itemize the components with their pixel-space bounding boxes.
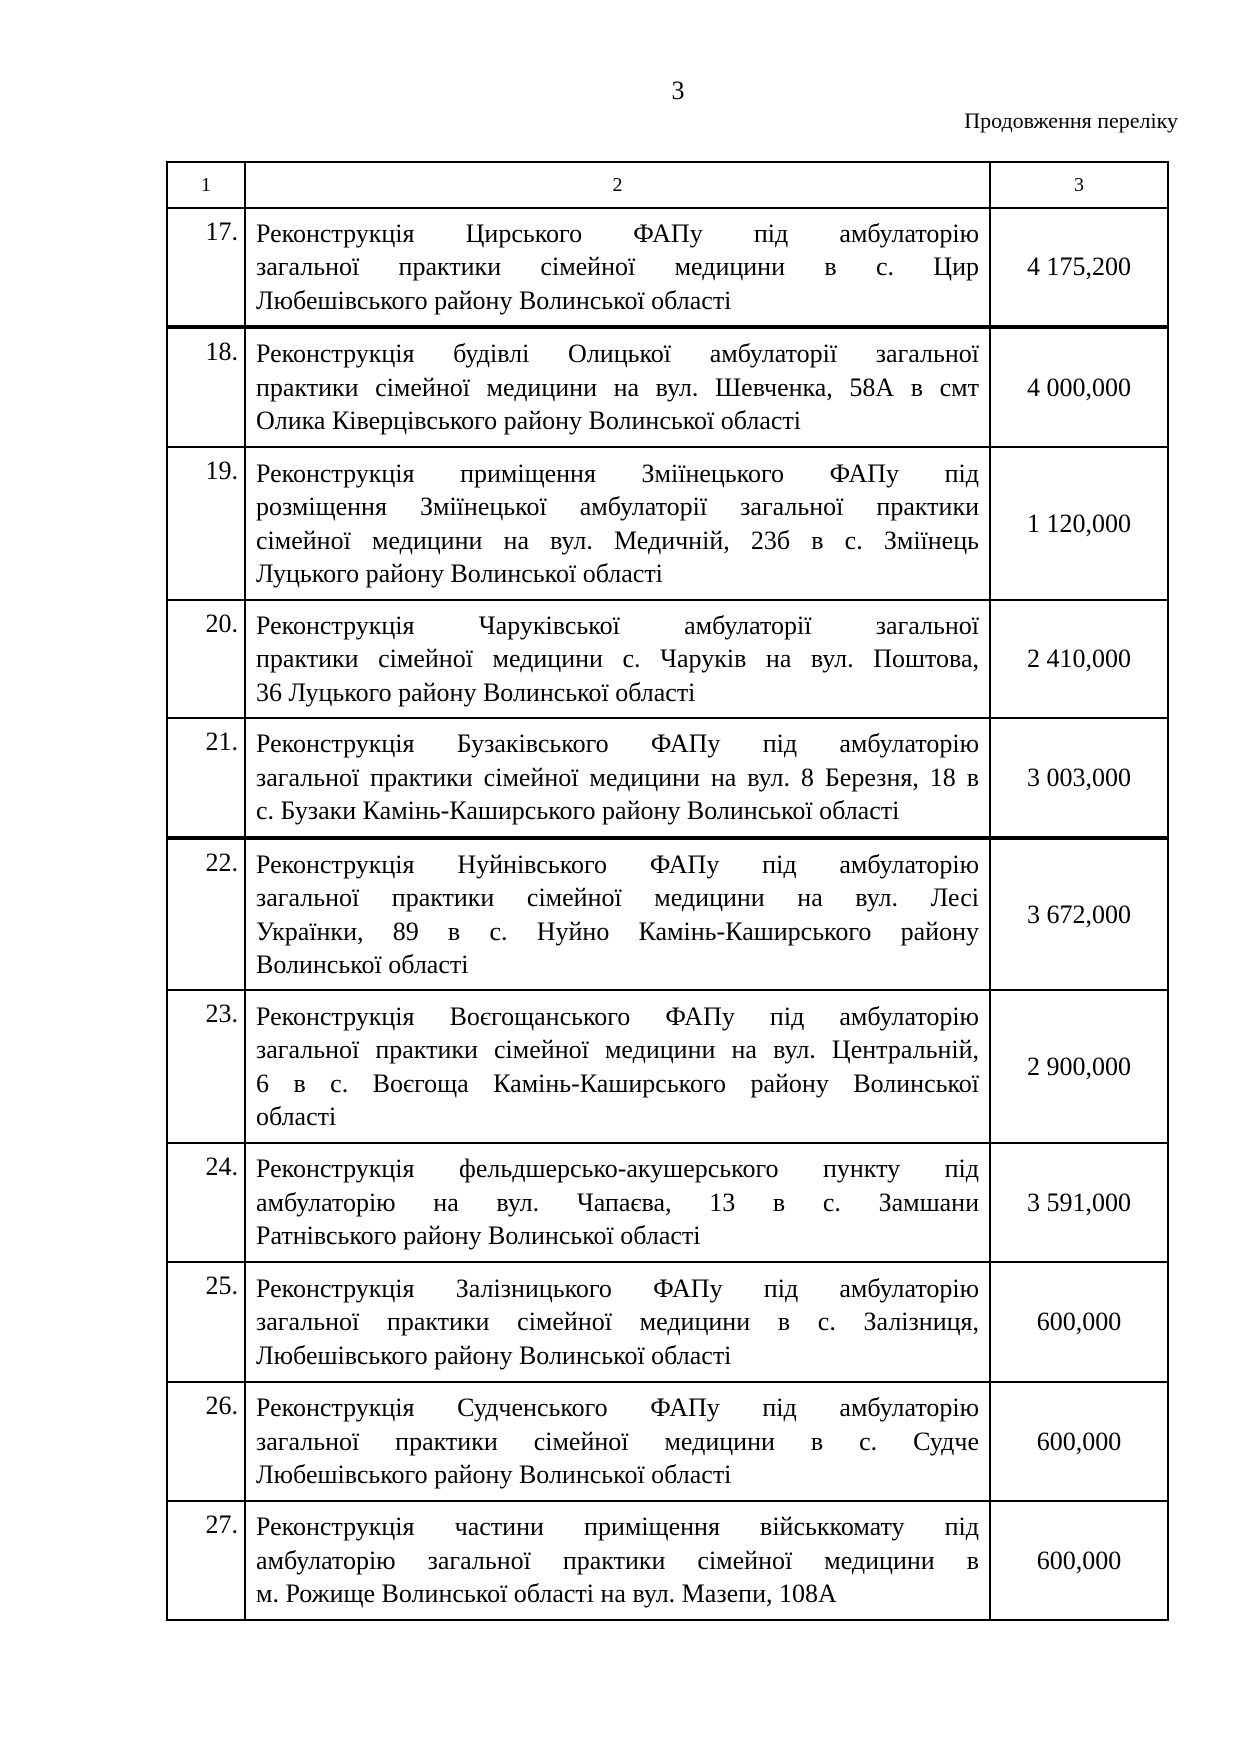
description-line: Луцького району Волинської області [256, 559, 663, 588]
table-row: 25. Реконструкція Залізницького ФАПу під … [166, 1261, 1169, 1383]
row-number: 24. [166, 1142, 246, 1263]
project-list-table: 1 2 3 17. Реконструкція Цирського ФАПу пі… [166, 161, 1169, 1621]
description-line: практики сімейної медицини на вул. Шевче… [256, 372, 979, 402]
row-number: 22. [166, 837, 246, 991]
row-number: 20. [166, 599, 246, 719]
row-description: Реконструкція Бузаківського ФАПу під амб… [244, 717, 991, 840]
row-description: Реконструкція Цирського ФАПу під амбулат… [244, 207, 991, 329]
row-description: Реконструкція Залізницького ФАПу під амб… [244, 1261, 991, 1383]
description-line: Волинської області [256, 950, 469, 979]
row-number: 17. [166, 207, 246, 329]
row-number: 26. [166, 1381, 246, 1502]
description-line: м. Рожище Волинської області на вул. Маз… [256, 1579, 837, 1609]
description-line: загальної практики сімейної медицини в с… [256, 1426, 979, 1456]
header-col-1: 1 [166, 161, 246, 209]
row-amount: 2 900,000 [989, 989, 1169, 1144]
header-col-3: 3 [989, 161, 1169, 209]
row-amount: 600,000 [989, 1500, 1169, 1621]
table-row: 24. Реконструкція фельдшерсько-акушерсько… [166, 1142, 1169, 1263]
row-amount: 1 120,000 [989, 446, 1169, 601]
description-line: Реконструкція частини приміщення військк… [256, 1512, 979, 1542]
row-number: 21. [166, 717, 246, 840]
description-line: Реконструкція Залізницького ФАПу під амб… [256, 1273, 979, 1303]
table-row: 20. Реконструкція Чаруківської амбулаторі… [166, 599, 1169, 719]
row-amount: 4 000,000 [989, 326, 1169, 448]
description-line: розміщення Зміїнецької амбулаторії загал… [256, 492, 979, 521]
table-row: 18. Реконструкція будівлі Олицької амбула… [166, 326, 1169, 448]
table-row: 19. Реконструкція приміщення Зміїнецького… [166, 446, 1169, 601]
description-line: Реконструкція Бузаківського ФАПу під амб… [256, 729, 979, 759]
description-line: Українки, 89 в с. Нуйно Камінь-Каширсько… [256, 916, 979, 946]
description-line: 36 Луцького району Волинської області [256, 677, 696, 707]
description-line: Олика Ківерцівського району Волинської о… [256, 406, 801, 436]
table-row: 23. Реконструкція Воєгощанського ФАПу під… [166, 989, 1169, 1144]
table-row: 21. Реконструкція Бузаківського ФАПу під … [166, 717, 1169, 840]
row-amount: 4 175,200 [989, 207, 1169, 329]
row-description: Реконструкція фельдшерсько-акушерського … [244, 1142, 991, 1263]
description-line: Реконструкція приміщення Зміїнецького ФА… [256, 458, 979, 488]
row-description: Реконструкція Судченського ФАПу під амбу… [244, 1381, 991, 1502]
row-description: Реконструкція Воєгощанського ФАПу під ам… [244, 989, 991, 1144]
description-line: Любешівського району Волинської області [256, 1460, 732, 1490]
row-description: Реконструкція частини приміщення військк… [244, 1500, 991, 1621]
header-row: 1 2 3 [166, 161, 1169, 209]
row-description: Реконструкція приміщення Зміїнецького ФА… [244, 446, 991, 601]
table-row: 22. Реконструкція Нуйнівського ФАПу під а… [166, 837, 1169, 991]
description-line: загальної практики сімейної медицини на … [256, 1035, 979, 1064]
row-number: 23. [166, 989, 246, 1144]
row-amount: 3 672,000 [989, 837, 1169, 991]
description-line: сімейної медицини на вул. Медичній, 23б … [256, 525, 979, 555]
row-description: Реконструкція Чаруківської амбулаторії з… [244, 599, 991, 719]
description-line: Любешівського району Волинської області [256, 1340, 732, 1370]
description-line: Реконструкція Нуйнівського ФАПу під амбу… [256, 849, 979, 879]
description-line: амбулаторію загальної практики сімейної … [256, 1545, 979, 1575]
description-line: Реконструкція Цирського ФАПу під амбулат… [256, 218, 979, 248]
row-amount: 3 591,000 [989, 1142, 1169, 1263]
description-line: загальної практики сімейної медицини в с… [256, 1307, 979, 1337]
description-line: Любешівського району Волинської області [256, 285, 732, 315]
description-line: загальної практики сімейної медицини на … [256, 762, 979, 792]
description-line: 6 в с. Воєгоща Камінь-Каширського району… [256, 1068, 979, 1098]
row-amount: 3 003,000 [989, 717, 1169, 840]
row-amount: 600,000 [989, 1381, 1169, 1502]
table-row: 17. Реконструкція Цирського ФАПу під амбу… [166, 207, 1169, 329]
description-line: Ратнівського району Волинської області [256, 1221, 701, 1251]
row-description: Реконструкція будівлі Олицької амбулатор… [244, 326, 991, 448]
table-row: 26. Реконструкція Судченського ФАПу під а… [166, 1381, 1169, 1502]
row-number: 19. [166, 446, 246, 601]
row-number: 25. [166, 1261, 246, 1383]
description-line: амбулаторію на вул. Чапаєва, 13 в с. Зам… [256, 1187, 979, 1217]
row-description: Реконструкція Нуйнівського ФАПу під амбу… [244, 837, 991, 991]
header-col-2: 2 [244, 161, 991, 209]
description-line: с. Бузаки Камінь-Каширського району Воли… [256, 796, 900, 826]
description-line: Реконструкція Воєгощанського ФАПу під ам… [256, 1001, 979, 1031]
description-line: загальної практики сімейної медицини на … [256, 883, 979, 912]
row-number: 18. [166, 326, 246, 448]
row-amount: 600,000 [989, 1261, 1169, 1383]
description-line: загальної практики сімейної медицини в с… [256, 252, 979, 282]
description-line: практики сімейної медицини с. Чаруків на… [256, 644, 979, 674]
description-line: Реконструкція Судченського ФАПу під амбу… [256, 1393, 979, 1423]
description-line: Реконструкція фельдшерсько-акушерського … [256, 1154, 979, 1184]
description-line: Реконструкція будівлі Олицької амбулатор… [256, 339, 979, 369]
description-line: Реконструкція Чаруківської амбулаторії з… [256, 610, 979, 640]
continuation-label: Продовження переліку [964, 108, 1178, 133]
row-amount: 2 410,000 [989, 599, 1169, 719]
table-row: 27. Реконструкція частини приміщення війс… [166, 1500, 1169, 1621]
row-number: 27. [166, 1500, 246, 1621]
description-line: області [256, 1102, 337, 1131]
page-number: 3 [671, 76, 685, 105]
